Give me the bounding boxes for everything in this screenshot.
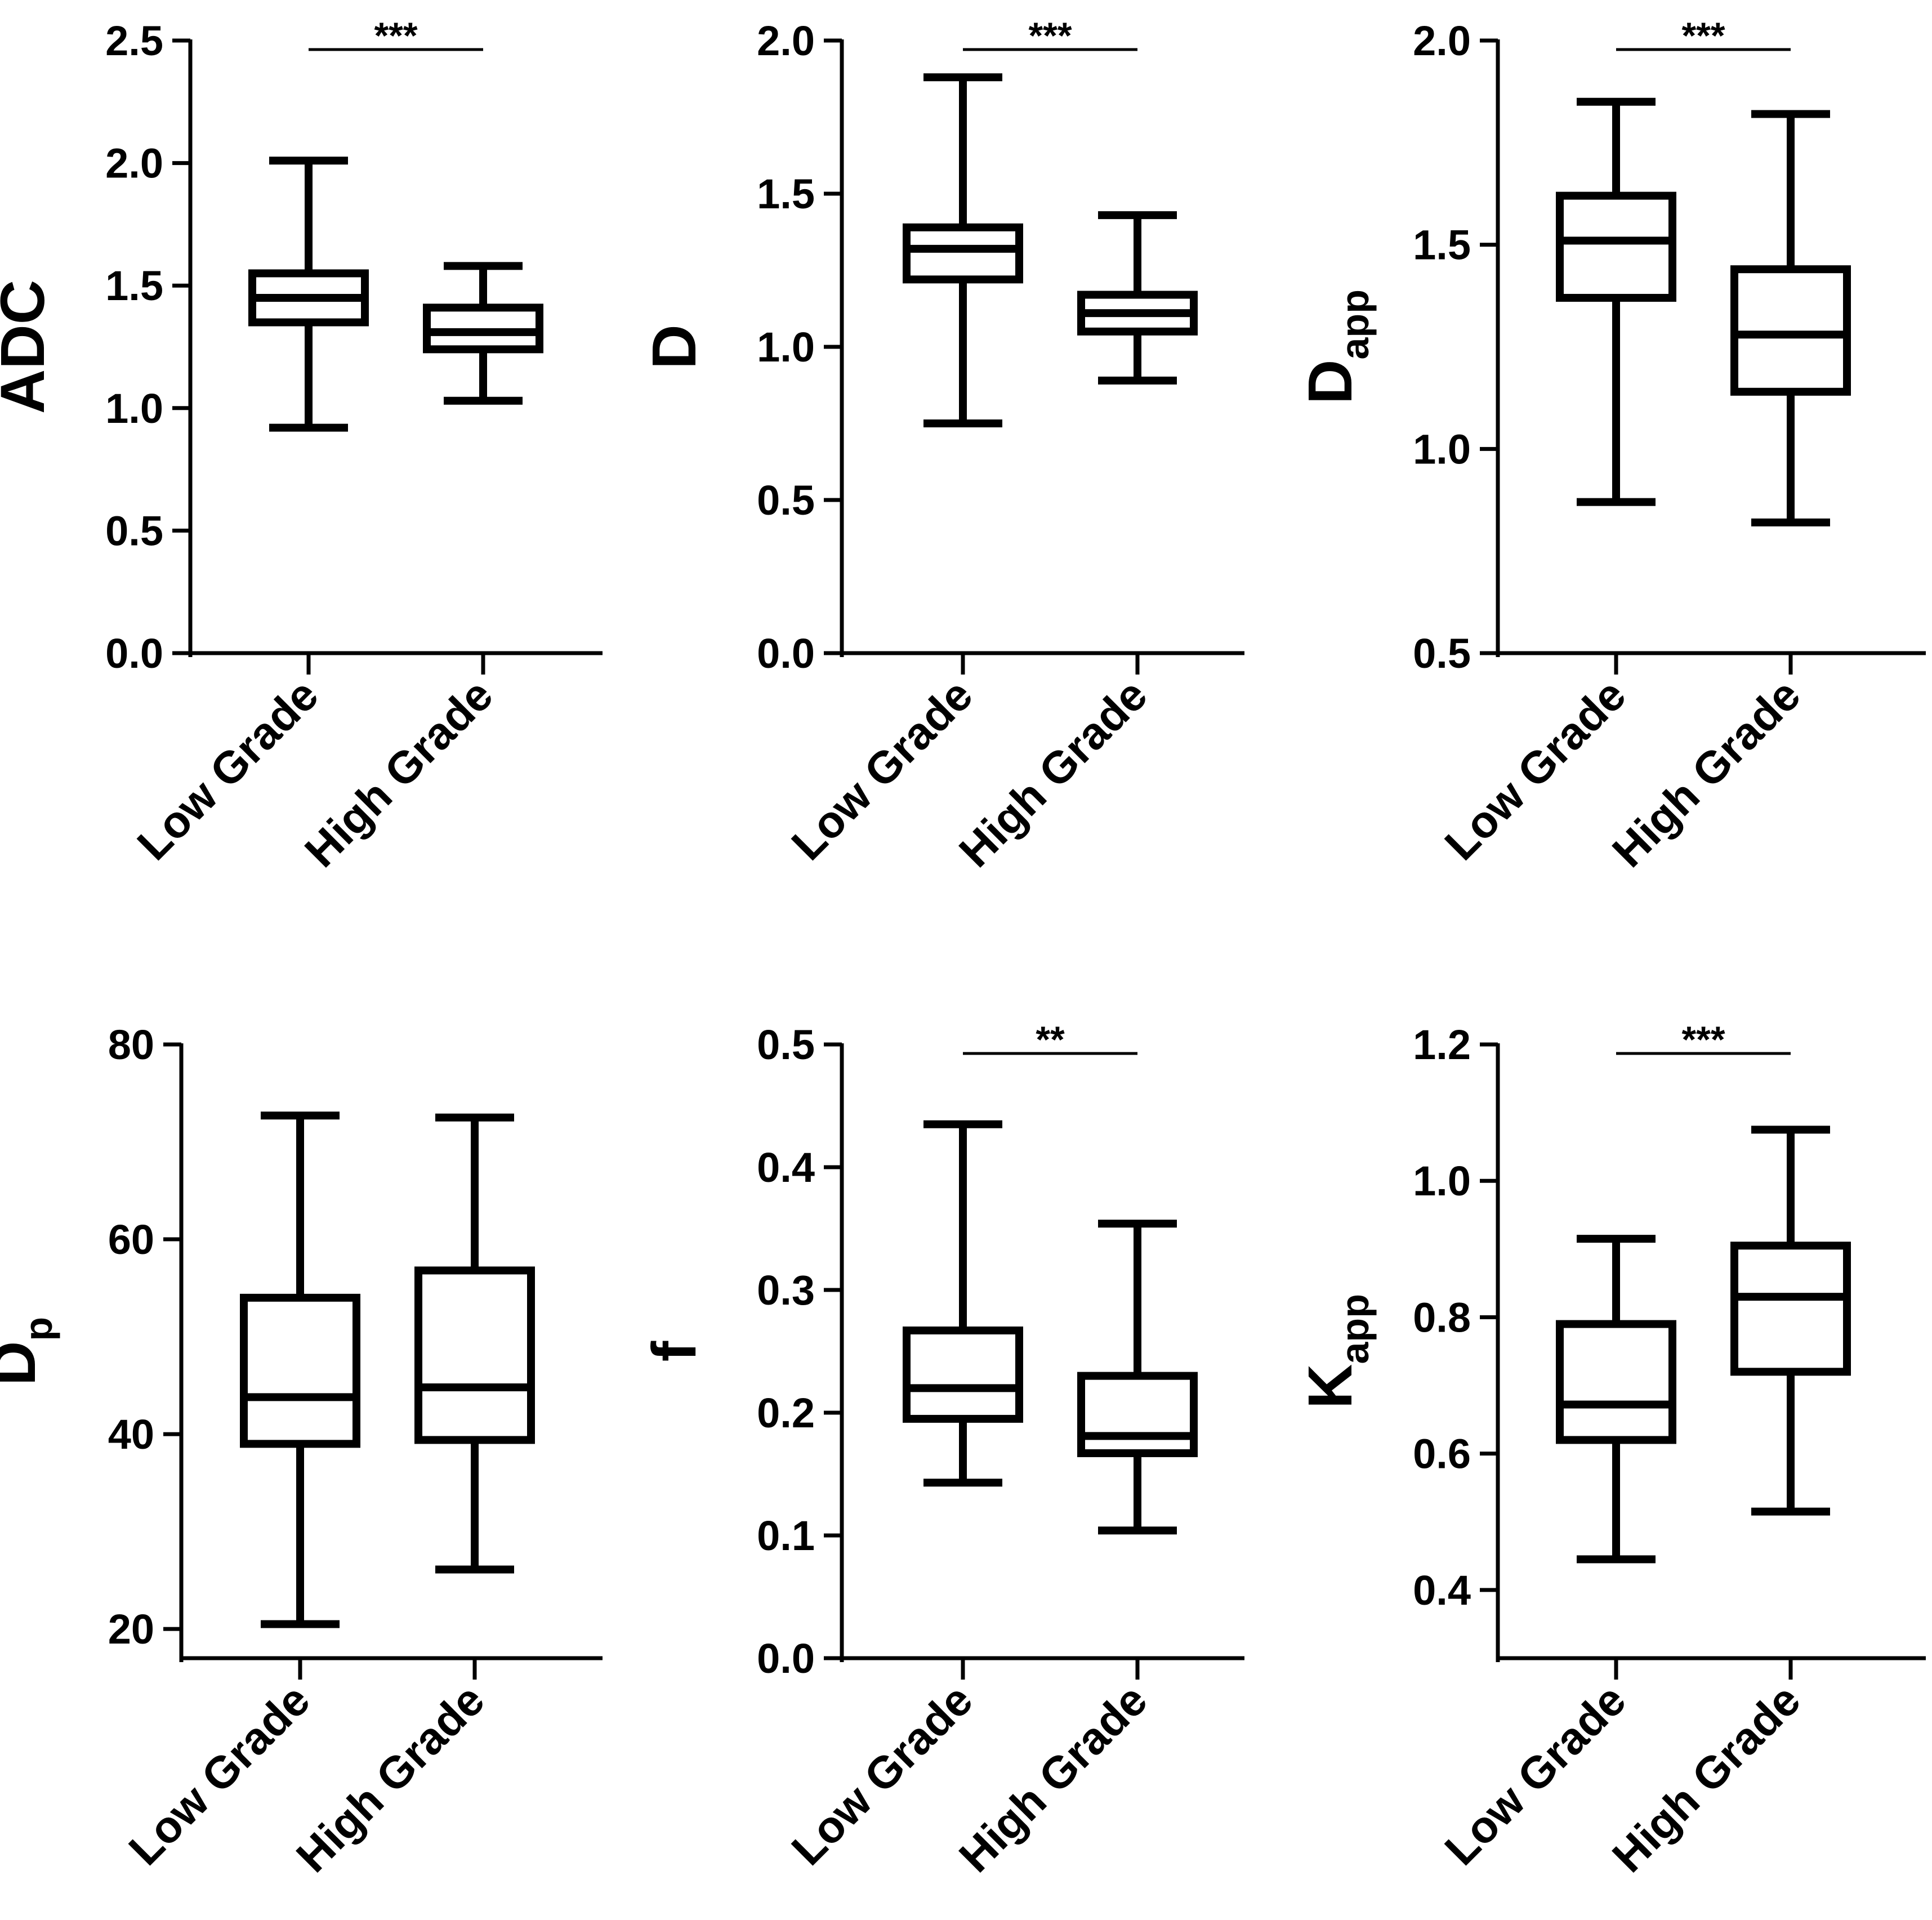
y-tick-label: 40 xyxy=(108,1411,154,1458)
y-axis-title-subscript: app xyxy=(1333,289,1377,359)
y-tick-label: 0.4 xyxy=(757,1144,815,1191)
iqr-box xyxy=(414,1266,535,1444)
significance-label: *** xyxy=(1681,15,1725,56)
y-tick-label: 0.5 xyxy=(105,507,163,554)
y-tick-label: 20 xyxy=(108,1606,154,1653)
y-tick-label: 0.0 xyxy=(757,1635,815,1682)
y-tick-label: 1.5 xyxy=(757,171,815,217)
y-axis-title: Dapp xyxy=(1296,289,1377,404)
y-tick-label: 0.2 xyxy=(757,1390,815,1436)
y-tick-label: 0.1 xyxy=(757,1512,815,1559)
y-axis-title: ADC xyxy=(0,280,57,414)
y-tick-label: 0.5 xyxy=(757,477,815,524)
y-tick-label: 0.0 xyxy=(757,630,815,677)
y-tick-label: 0.6 xyxy=(1413,1431,1471,1477)
x-tick-label: High Grade xyxy=(287,1675,494,1882)
y-tick-label: 2.0 xyxy=(1413,17,1471,64)
y-axis-title-main: D xyxy=(0,1341,48,1386)
y-tick-label: 0.4 xyxy=(1413,1567,1471,1614)
y-tick-label: 1.0 xyxy=(1413,1158,1471,1204)
y-axis-title-main: K xyxy=(1296,1364,1365,1409)
y-axis-title: Kapp xyxy=(1296,1294,1377,1409)
y-tick-label: 0.5 xyxy=(1413,630,1471,677)
y-axis-title-main: D xyxy=(640,324,709,369)
y-axis-title: D xyxy=(640,324,709,369)
y-tick-label: 0.3 xyxy=(757,1267,815,1314)
x-tick-label: High Grade xyxy=(949,1675,1157,1882)
x-tick-label: High Grade xyxy=(1603,1675,1810,1882)
y-axis-title-main: f xyxy=(640,1341,709,1361)
y-axis-title: f xyxy=(640,1341,709,1361)
y-axis-title: Dp xyxy=(0,1317,60,1386)
x-tick-label: High Grade xyxy=(295,669,502,877)
significance-label: *** xyxy=(1681,1019,1725,1060)
y-tick-label: 2.0 xyxy=(105,140,163,187)
y-tick-label: 2.5 xyxy=(105,17,163,64)
y-tick-label: 1.0 xyxy=(105,385,163,432)
x-tick-label: High Grade xyxy=(949,669,1157,877)
y-axis-title-main: D xyxy=(1296,360,1365,404)
y-axis-title-subscript: p xyxy=(16,1317,60,1341)
y-tick-label: 0.5 xyxy=(757,1021,815,1068)
y-tick-label: 1.0 xyxy=(757,324,815,370)
y-tick-label: 1.5 xyxy=(105,262,163,309)
y-tick-label: 1.2 xyxy=(1413,1021,1471,1068)
significance-label: *** xyxy=(1028,15,1072,56)
y-tick-label: 0.0 xyxy=(105,630,163,677)
y-tick-label: 1.0 xyxy=(1413,426,1471,472)
significance-label: ** xyxy=(1036,1019,1065,1060)
y-tick-label: 60 xyxy=(108,1216,154,1263)
y-tick-label: 80 xyxy=(108,1021,154,1068)
iqr-box xyxy=(240,1293,360,1448)
iqr-box xyxy=(1077,1372,1198,1457)
y-tick-label: 1.5 xyxy=(1413,222,1471,269)
iqr-box xyxy=(1556,191,1676,302)
x-tick-label: High Grade xyxy=(1603,669,1810,877)
y-tick-label: 2.0 xyxy=(757,17,815,64)
iqr-box xyxy=(1556,1320,1676,1444)
iqr-box xyxy=(1730,1242,1851,1376)
iqr-box xyxy=(903,223,1023,284)
iqr-box xyxy=(1730,265,1851,396)
iqr-box xyxy=(903,1326,1023,1423)
significance-label: *** xyxy=(374,15,417,56)
y-axis-title-subscript: app xyxy=(1333,1294,1377,1364)
y-axis-title-main: ADC xyxy=(0,280,57,414)
y-tick-label: 0.8 xyxy=(1413,1294,1471,1341)
